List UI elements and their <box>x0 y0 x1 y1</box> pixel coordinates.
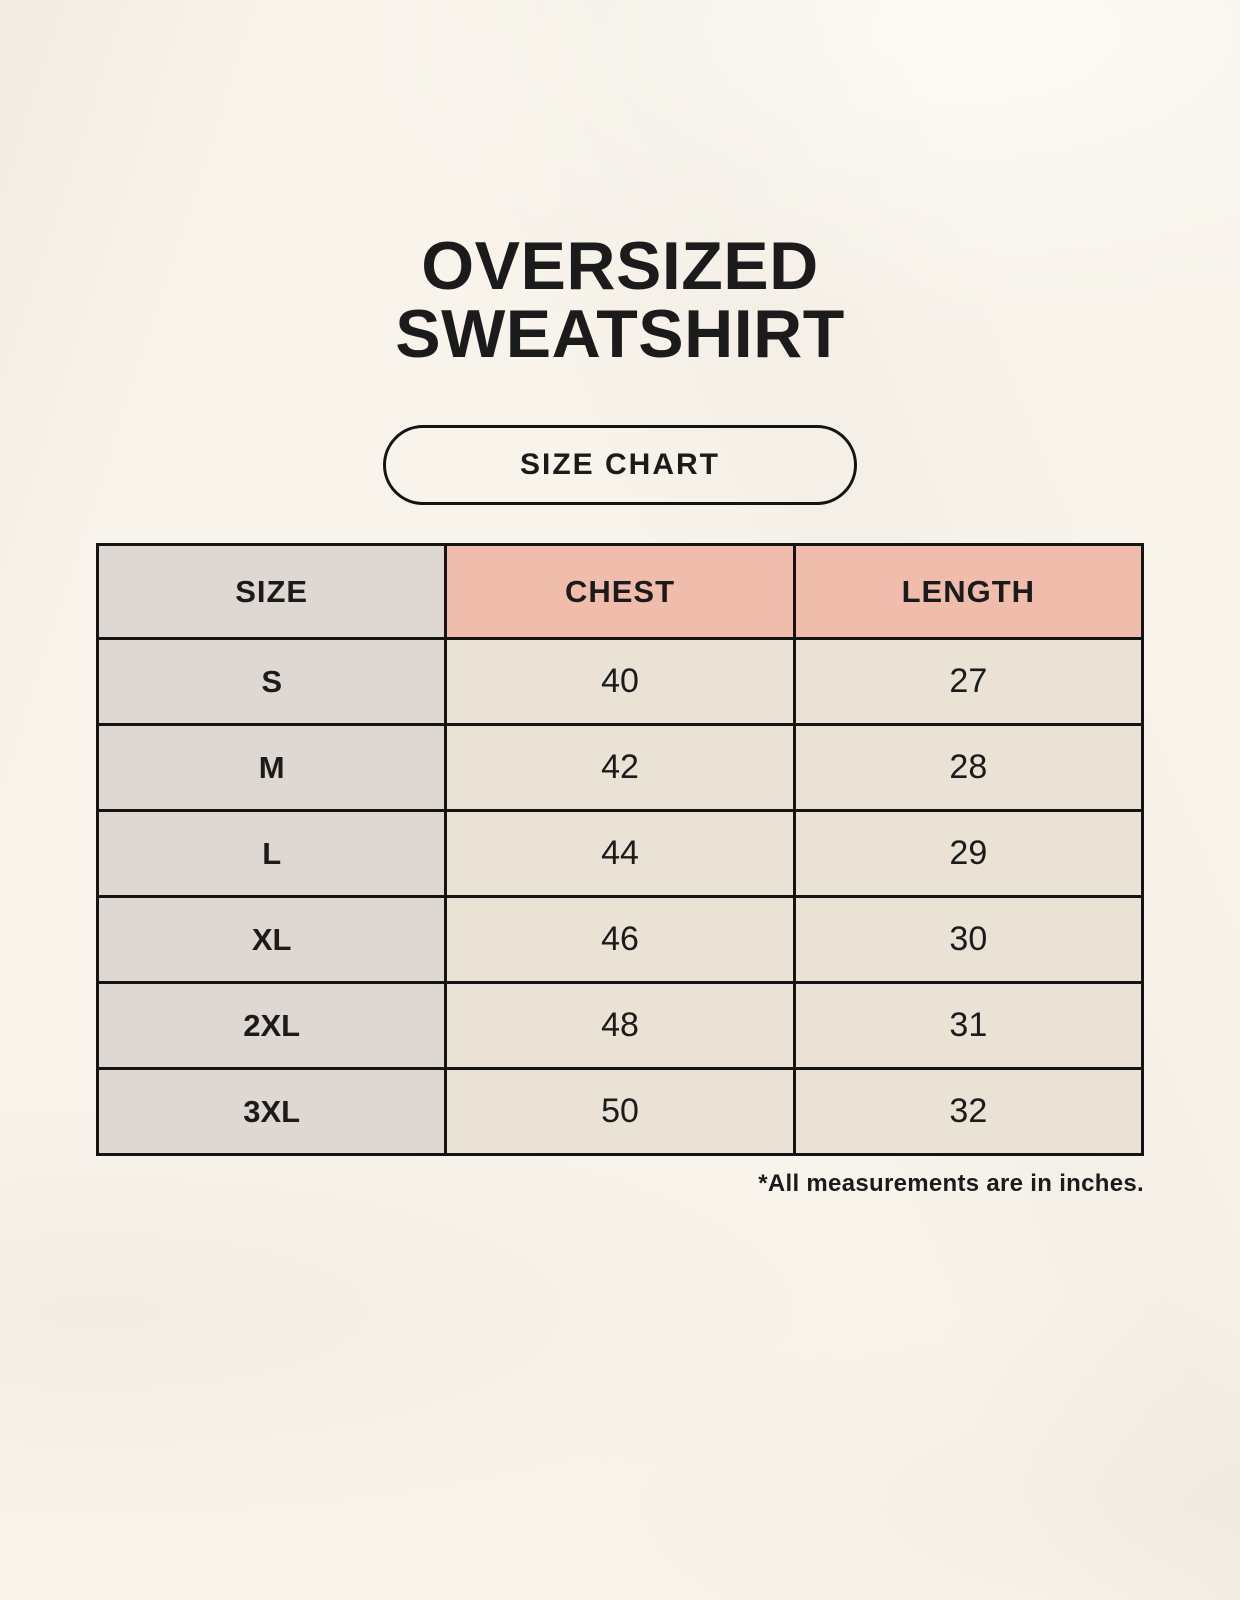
column-header-size: SIZE <box>95 543 448 640</box>
size-cell: M <box>95 723 448 812</box>
size-chart-button[interactable]: SIZE CHART <box>383 425 857 505</box>
table-row: L 44 29 <box>95 809 1145 898</box>
size-cell: 2XL <box>95 981 448 1070</box>
table-row: 2XL 48 31 <box>95 981 1145 1070</box>
length-cell: 27 <box>792 637 1145 726</box>
column-header-chest: CHEST <box>444 543 796 640</box>
table-header-row: SIZE CHEST LENGTH <box>95 543 1145 640</box>
length-cell: 28 <box>792 723 1145 812</box>
table-row: M 42 28 <box>95 723 1145 812</box>
length-cell: 29 <box>792 809 1145 898</box>
table-row: S 40 27 <box>95 637 1145 726</box>
chest-cell: 42 <box>444 723 796 812</box>
length-cell: 32 <box>792 1067 1145 1156</box>
chest-cell: 40 <box>444 637 796 726</box>
length-cell: 30 <box>792 895 1145 984</box>
size-cell: 3XL <box>95 1067 448 1156</box>
table-row: 3XL 50 32 <box>95 1067 1145 1156</box>
chest-cell: 46 <box>444 895 796 984</box>
chest-cell: 44 <box>444 809 796 898</box>
measurements-footnote: *All measurements are in inches. <box>758 1170 1144 1197</box>
page-title-line-1: OVERSIZED <box>421 228 819 304</box>
page-title: OVERSIZED SWEATSHIRT <box>0 0 1240 368</box>
length-cell: 31 <box>792 981 1145 1070</box>
chest-cell: 48 <box>444 981 796 1070</box>
table-row: XL 46 30 <box>95 895 1145 984</box>
page-title-line-2: SWEATSHIRT <box>395 296 845 372</box>
column-header-length: LENGTH <box>792 543 1145 640</box>
size-cell: L <box>95 809 448 898</box>
chest-cell: 50 <box>444 1067 796 1156</box>
size-cell: S <box>95 637 448 726</box>
size-chart-table: SIZE CHEST LENGTH S 40 27 M 42 28 L 44 2… <box>95 543 1145 1156</box>
size-cell: XL <box>95 895 448 984</box>
